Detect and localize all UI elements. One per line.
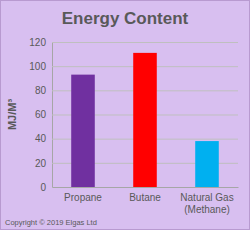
bar — [71, 75, 95, 187]
bars — [71, 53, 219, 187]
y-tick-label: 40 — [35, 133, 47, 144]
y-tick-label: 0 — [40, 182, 46, 193]
bar — [133, 53, 157, 187]
bar — [195, 141, 219, 187]
x-tick-label: Propane — [64, 192, 102, 203]
y-tick-label: 120 — [29, 37, 46, 48]
y-tick-label: 80 — [35, 85, 47, 96]
y-tick-label: 20 — [35, 158, 47, 169]
x-axis-line — [53, 187, 239, 188]
x-tick: Natural Gas(Methane) — [180, 187, 233, 215]
grid-line — [52, 42, 238, 43]
x-axis: Propane Butane Natural Gas(Methane) — [53, 187, 239, 215]
x-tick: Propane — [64, 187, 102, 203]
y-axis: 0 20 40 60 80 100 120 — [29, 37, 238, 193]
x-tick-label: Butane — [129, 192, 161, 203]
copyright: Copyright © 2019 Elgas Ltd — [5, 218, 97, 227]
y-tick-label: 60 — [35, 109, 47, 120]
title: Energy Content — [62, 9, 189, 28]
y-tick-label: 100 — [29, 61, 46, 72]
plot: 0 20 40 60 80 100 120 Propane Butane Natural Gas(… — [29, 37, 238, 215]
x-tick: Butane — [129, 187, 161, 203]
y-tick: 120 — [29, 37, 238, 48]
x-tick-label: Natural Gas(Methane) — [180, 192, 233, 215]
grid-line — [52, 187, 238, 188]
y-axis-title: MJ/M³ — [6, 99, 18, 131]
chart: Energy Content 0 20 40 60 80 100 120 Propane Buta… — [0, 0, 250, 230]
background — [1, 1, 250, 230]
